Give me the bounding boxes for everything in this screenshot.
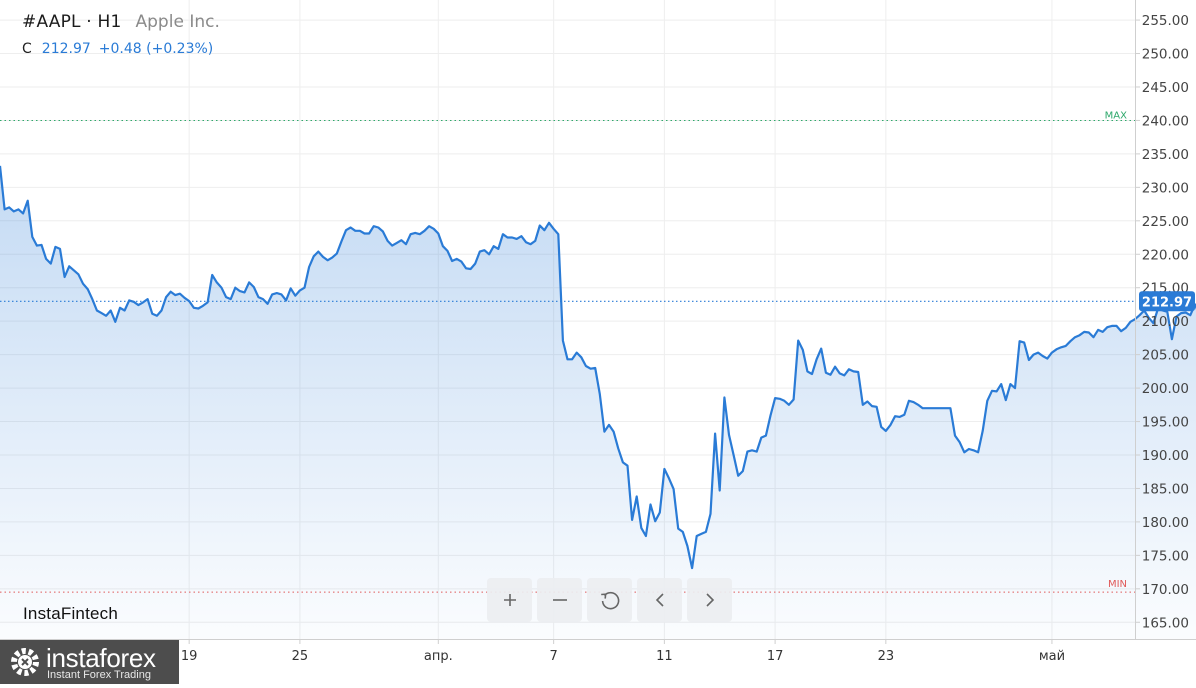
y-tick-label: 220.00: [1142, 247, 1189, 263]
instafintech-watermark: InstaFintech: [23, 604, 119, 623]
min-label: MIN: [1108, 579, 1127, 590]
y-tick-label: 240.00: [1142, 113, 1189, 129]
y-tick-label: 190.00: [1142, 448, 1189, 464]
chart-legend: #AAPL · H1 Apple Inc. C 212.97 +0.48 (+0…: [22, 12, 220, 57]
y-tick-label: 180.00: [1142, 515, 1189, 531]
x-tick-label: май: [1039, 649, 1065, 664]
y-tick-label: 235.00: [1142, 147, 1189, 163]
zoom-in-button[interactable]: [487, 578, 532, 622]
close-label: C: [22, 41, 32, 57]
y-tick-label: 170.00: [1142, 582, 1189, 598]
zoom-out-icon: [552, 599, 567, 601]
reset-icon: [600, 591, 619, 610]
price-tag-box: [1139, 291, 1195, 312]
logo-subtitle: Instant Forex Trading: [47, 669, 151, 681]
price-area: [0, 165, 1196, 639]
reset-button[interactable]: [587, 578, 632, 622]
y-tick-label: 165.00: [1142, 615, 1189, 631]
zoom-out-button[interactable]: [537, 578, 582, 622]
scroll-left-button[interactable]: [637, 578, 682, 622]
gear-logo-icon: [11, 648, 39, 676]
y-tick-label: 210.00: [1142, 314, 1189, 330]
price-change: +0.48 (+0.23%): [98, 41, 214, 57]
scroll-right-button[interactable]: [687, 578, 732, 622]
company-name: Apple Inc.: [135, 12, 220, 32]
logo-text: instaforex: [46, 643, 156, 673]
y-tick-label: 200.00: [1142, 381, 1189, 397]
instaforex-logo[interactable]: instaforex Instant Forex Trading: [0, 640, 179, 684]
y-tick-label: 255.00: [1142, 13, 1189, 29]
x-tick-label: 7: [550, 649, 558, 664]
y-tick-label: 230.00: [1142, 180, 1189, 196]
y-tick-label: 175.00: [1142, 548, 1189, 564]
x-tick-label: 25: [292, 649, 309, 664]
max-label: MAX: [1105, 110, 1127, 121]
y-tick-label: 250.00: [1142, 47, 1189, 63]
chart-toolbar: [487, 578, 732, 622]
y-tick-label: 195.00: [1142, 415, 1189, 431]
x-tick-label: 17: [767, 649, 784, 664]
symbol-label: #AAPL · H1: [22, 12, 122, 32]
x-tick-label: 23: [878, 649, 895, 664]
x-tick-label: 11: [656, 649, 673, 664]
price-line: [0, 165, 1196, 570]
x-tick-label: апр.: [424, 649, 453, 664]
scroll-left-icon: [655, 593, 664, 607]
price-tag-label: 212.97: [1142, 295, 1192, 310]
y-tick-label: 225.00: [1142, 214, 1189, 230]
zoom-in-icon: [503, 594, 516, 606]
y-tick-label: 205.00: [1142, 348, 1189, 364]
close-value: 212.97: [41, 41, 91, 57]
y-tick-label: 245.00: [1142, 80, 1189, 96]
scroll-right-icon: [705, 593, 714, 607]
x-tick-label: 19: [181, 649, 198, 664]
y-tick-label: 185.00: [1142, 481, 1189, 497]
